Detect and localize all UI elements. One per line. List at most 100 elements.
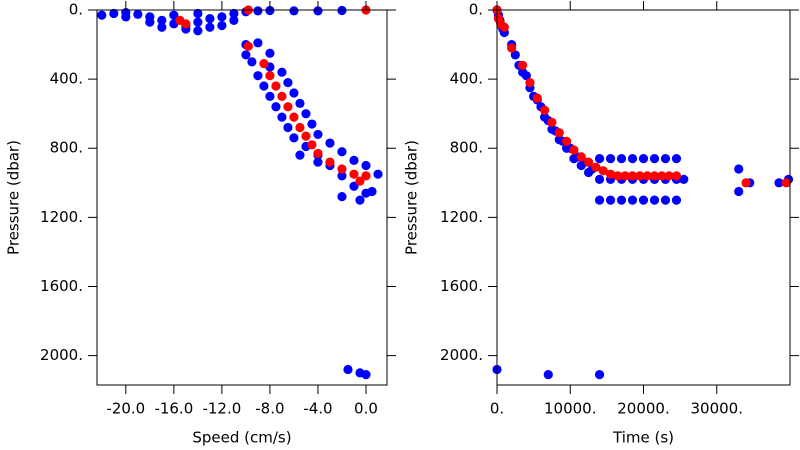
data-point: [499, 22, 509, 32]
data-point: [205, 22, 215, 32]
data-point: [569, 145, 579, 155]
data-point: [283, 102, 293, 112]
y-tick-label: 800.: [450, 139, 483, 157]
y-tick-label: 1200.: [440, 208, 483, 226]
data-point: [671, 154, 682, 164]
data-point: [265, 5, 275, 16]
data-point: [591, 162, 601, 172]
data-point: [265, 48, 275, 58]
y-tick-label: 0.: [69, 1, 83, 19]
data-point: [253, 38, 263, 48]
data-point: [605, 195, 616, 205]
data-point: [109, 8, 119, 19]
data-point: [313, 129, 323, 140]
data-point: [594, 195, 605, 205]
data-point: [337, 171, 347, 181]
data-point: [627, 154, 638, 164]
data-point: [97, 10, 107, 20]
y-axis-label: Pressure (dbar): [403, 140, 421, 255]
data-point: [313, 157, 323, 167]
data-point: [289, 88, 299, 98]
data-point: [181, 19, 191, 29]
data-point: [605, 169, 616, 179]
data-point: [283, 122, 293, 133]
data-point: [283, 77, 293, 88]
y-tick-label: 1600.: [440, 277, 483, 295]
data-point: [671, 171, 682, 181]
data-point: [635, 171, 645, 181]
data-point: [660, 195, 671, 205]
data-point: [229, 8, 239, 19]
data-point: [638, 195, 649, 205]
data-point: [361, 370, 371, 380]
x-tick-label: -4.0: [303, 400, 332, 418]
data-point: [247, 57, 257, 67]
data-point: [741, 178, 751, 188]
data-point: [259, 81, 269, 91]
data-point: [649, 154, 660, 164]
data-point: [349, 155, 359, 165]
data-point: [271, 81, 281, 91]
data-point: [337, 5, 347, 16]
data-point: [613, 171, 623, 181]
data-point: [355, 176, 365, 186]
data-point: [295, 122, 305, 133]
data-point: [547, 117, 557, 127]
data-point: [343, 364, 353, 375]
data-point: [193, 26, 203, 36]
data-point: [605, 154, 616, 164]
data-point: [734, 164, 744, 174]
data-point: [229, 15, 239, 25]
data-point: [307, 119, 317, 129]
x-tick-label: -12.0: [202, 400, 241, 418]
data-point: [259, 58, 269, 69]
data-point: [301, 109, 311, 119]
data-point: [642, 171, 652, 181]
data-point: [337, 147, 347, 157]
data-point: [169, 10, 179, 20]
data-point: [289, 133, 299, 143]
data-point: [361, 160, 371, 171]
data-point: [781, 178, 791, 188]
data-point: [193, 8, 203, 19]
data-point: [193, 17, 203, 27]
data-point: [679, 174, 689, 184]
data-point: [253, 71, 263, 81]
y-axis-label: Pressure (dbar): [5, 140, 23, 255]
data-point: [217, 12, 227, 22]
data-point: [540, 105, 550, 115]
data-point: [349, 181, 359, 191]
x-axis-label: Speed (cm/s): [192, 429, 291, 447]
y-tick-label: 800.: [50, 139, 83, 157]
data-point: [649, 171, 660, 181]
y-tick-label: 1200.: [40, 208, 83, 226]
data-point: [289, 112, 299, 122]
data-point: [325, 157, 335, 167]
y-tick-label: 400.: [450, 70, 483, 88]
x-tick-label: -16.0: [154, 400, 193, 418]
data-point: [157, 15, 167, 25]
data-point: [507, 43, 517, 53]
data-point: [295, 98, 305, 108]
data-point: [521, 71, 531, 81]
data-point: [671, 195, 682, 205]
data-point: [510, 50, 520, 60]
data-point: [361, 171, 371, 181]
data-point: [543, 370, 553, 380]
x-tick-label: -8.0: [255, 400, 284, 418]
data-point: [616, 154, 627, 164]
data-point: [532, 93, 542, 103]
x-axis-label: Time (s): [612, 429, 674, 447]
data-point: [277, 112, 287, 122]
data-point: [373, 169, 383, 179]
data-point: [157, 22, 167, 32]
data-point: [355, 195, 365, 205]
data-point: [525, 77, 535, 88]
data-point: [253, 6, 263, 16]
data-point: [367, 186, 377, 197]
data-point: [205, 14, 215, 24]
data-point: [277, 67, 287, 77]
data-point: [271, 102, 281, 112]
data-point: [243, 41, 253, 51]
